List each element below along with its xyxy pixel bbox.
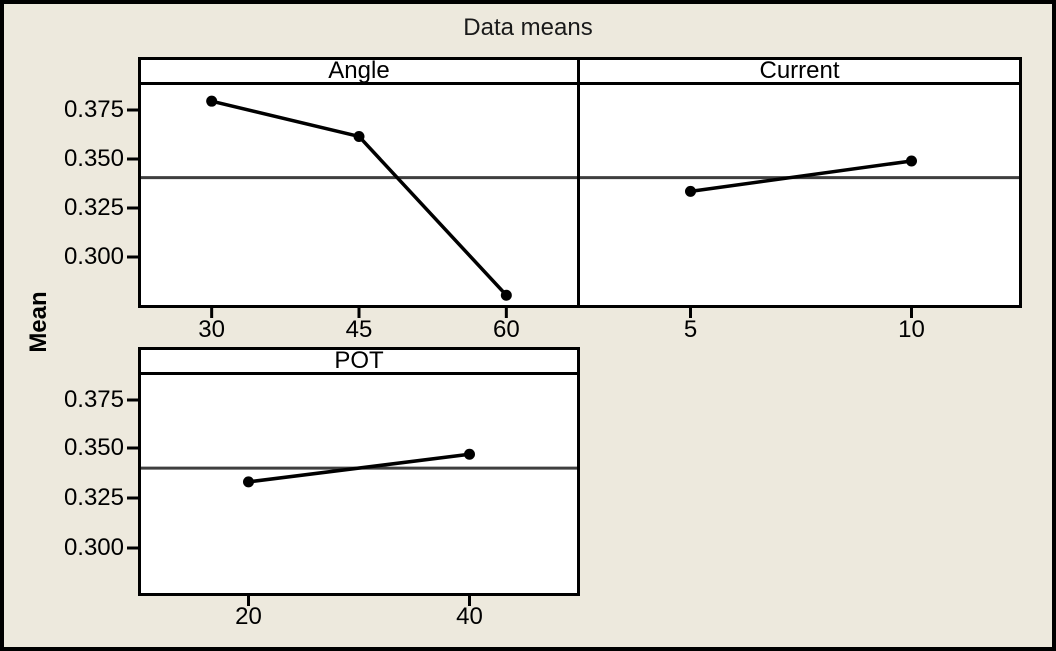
xtick-label-angle: 45 [345,316,373,343]
xtick-label-current: 10 [898,316,925,343]
xtick-label-angle: 60 [492,316,520,343]
xtick-label-pot: 20 [235,603,262,630]
ytick-label-row2: 0.375 [63,386,124,413]
xtick-label-angle: 30 [198,316,225,343]
ytick-label-row1: 0.350 [63,145,124,172]
panel-title-pot: POT [334,347,384,374]
panel-title-current: Current [759,57,840,84]
panel-plot-pot [138,375,580,596]
ytick-label-row1: 0.300 [63,243,124,270]
chart-title: Data means [463,14,593,41]
ytick-label-row2: 0.300 [63,534,124,561]
panel-plot-angle [138,85,580,308]
ytick-label-row2: 0.350 [63,434,124,461]
panel-header-pot: POT [138,347,580,375]
ytick-label-row1: 0.375 [63,96,124,123]
panel-header-angle: Angle [138,57,580,85]
ytick-label-row2: 0.325 [63,484,124,511]
xtick-label-current: 5 [683,316,698,343]
y-axis-label: Mean [25,291,52,353]
ytick-label-row1: 0.325 [63,194,124,221]
panel-title-angle: Angle [328,57,390,84]
panel-plot-current [580,85,1022,308]
panel-header-current: Current [580,57,1022,85]
xtick-label-pot: 40 [456,603,483,630]
